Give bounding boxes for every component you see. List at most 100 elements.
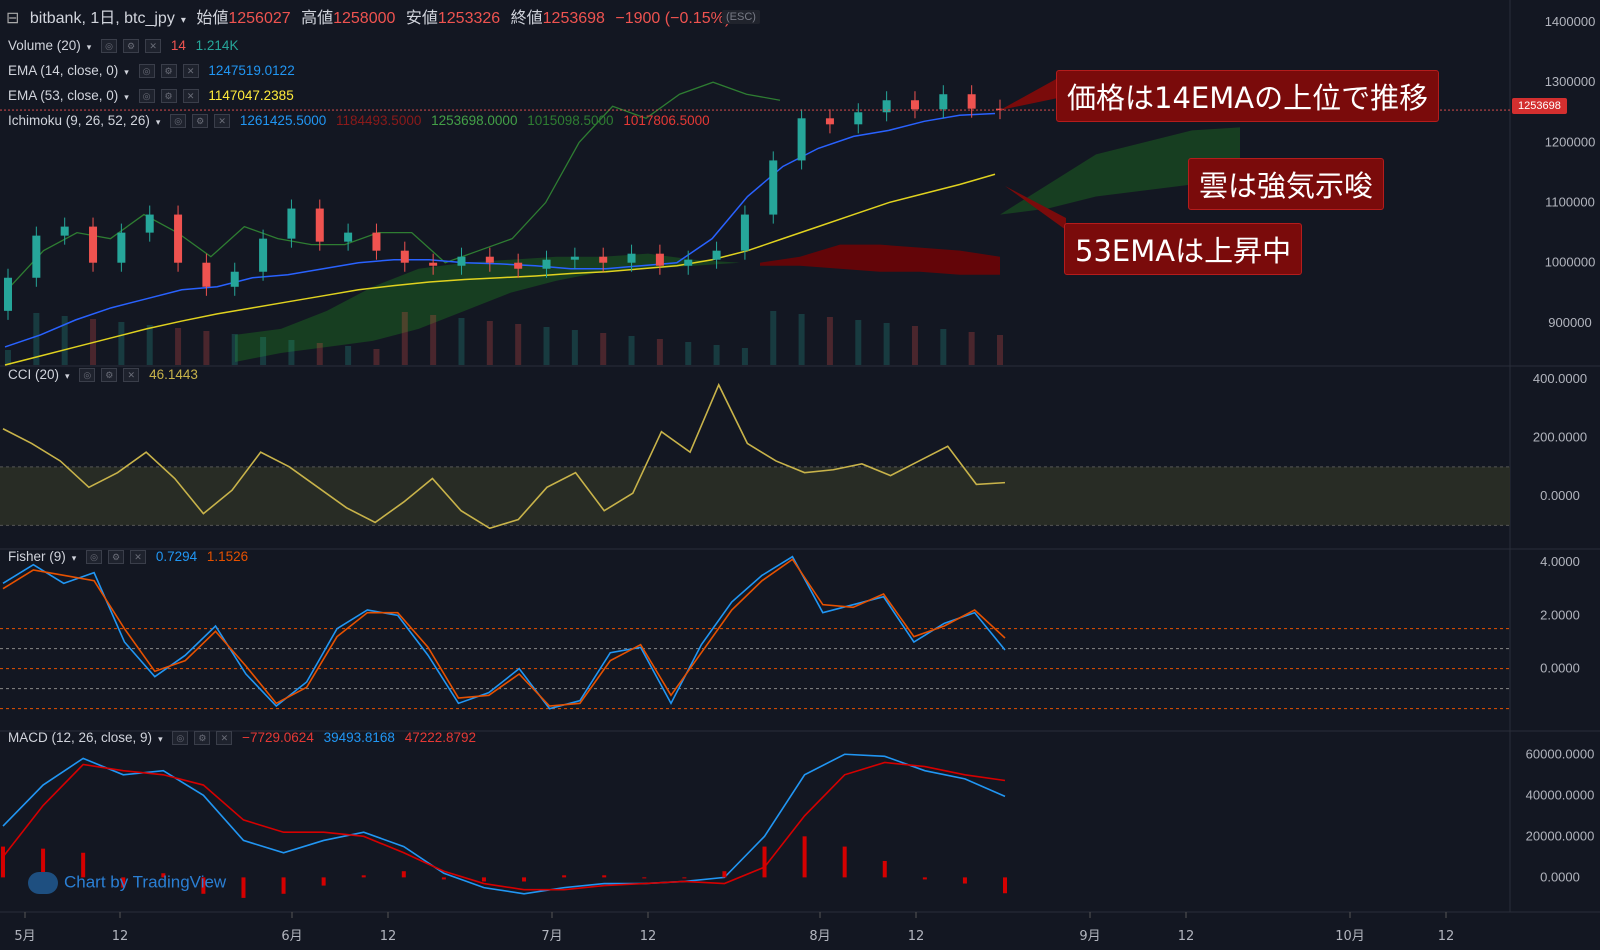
- chevron-down-icon[interactable]: ▾: [65, 371, 70, 381]
- chevron-down-icon[interactable]: ▾: [158, 734, 163, 744]
- macd-histogram-bar: [522, 877, 527, 882]
- candle-body: [4, 277, 12, 311]
- candle-body: [372, 232, 381, 251]
- eye-icon[interactable]: ◎: [86, 550, 103, 565]
- candle-body: [882, 100, 891, 113]
- gear-icon[interactable]: ⚙: [101, 368, 118, 383]
- close-icon[interactable]: ✕: [182, 89, 199, 104]
- gear-icon[interactable]: ⚙: [160, 89, 177, 104]
- close-icon[interactable]: ✕: [216, 731, 233, 746]
- volume-bar: [685, 342, 692, 365]
- macd-histogram-bar: [962, 877, 967, 884]
- volume-bar: [798, 314, 805, 365]
- macd-value: 39493.8168: [323, 730, 395, 745]
- candle-body: [599, 256, 608, 263]
- macd-histogram-bar: [281, 877, 286, 894]
- cci-value: 46.1443: [149, 367, 198, 382]
- candle-body: [939, 94, 948, 110]
- chart-header: ⊟ bitbank, 1日, btc_jpy ▾ 始値1256027 高値1258…: [6, 10, 736, 30]
- close-icon[interactable]: ✕: [123, 368, 140, 383]
- ema14-line: [4, 112, 996, 348]
- ichimoku-cloud-bear: [760, 244, 1000, 275]
- chevron-down-icon[interactable]: ▾: [86, 42, 92, 52]
- chevron-down-icon[interactable]: ▾: [124, 92, 129, 102]
- menu-icon[interactable]: ⊟: [6, 10, 20, 27]
- candle-body: [344, 232, 353, 242]
- close-icon[interactable]: ✕: [145, 39, 162, 54]
- ichimoku-cloud-bull: [235, 253, 740, 362]
- macd-histogram-bar: [1, 846, 5, 878]
- ichimoku-span-a: 1015098.5000: [527, 113, 614, 128]
- chevron-down-icon[interactable]: ▾: [71, 553, 77, 563]
- symbol-title[interactable]: bitbank, 1日, btc_jpy: [29, 10, 175, 27]
- chevron-down-icon[interactable]: ▾: [155, 117, 161, 127]
- candle-body: [485, 256, 494, 263]
- eye-icon[interactable]: ◎: [172, 731, 189, 746]
- ichimoku-chikou-line: [9, 81, 781, 288]
- candle-body: [32, 235, 41, 278]
- annotation-ema53-rising: 53EMAは上昇中: [1064, 223, 1303, 275]
- volume-bar: [968, 332, 975, 365]
- time-axis-tick: 6月: [281, 929, 302, 944]
- macd-histogram-bar: [642, 877, 647, 879]
- gear-icon[interactable]: ⚙: [108, 550, 125, 565]
- macd-histogram-bar: [562, 875, 567, 878]
- candle-body: [315, 208, 324, 242]
- gear-icon[interactable]: ⚙: [160, 64, 177, 79]
- ema14-label[interactable]: EMA (14, close, 0): [8, 63, 119, 78]
- ichimoku-label[interactable]: Ichimoku (9, 26, 52, 26): [8, 113, 150, 128]
- chevron-down-icon[interactable]: ▾: [124, 67, 129, 77]
- open-label: 始値: [196, 10, 229, 27]
- indicator-axis-tick: 2.0000: [1540, 607, 1580, 622]
- volume-bar: [458, 318, 465, 365]
- candle-body: [60, 226, 69, 236]
- indicator-axis-tick: 0.0000: [1540, 661, 1580, 676]
- volume-bar: [146, 325, 153, 365]
- eye-icon[interactable]: ◎: [101, 39, 118, 54]
- ema53-legend: EMA (53, close, 0) ▾ ◎ ⚙ ✕ 1147047.2385: [8, 87, 300, 106]
- eye-icon[interactable]: ◎: [138, 64, 155, 79]
- close-icon[interactable]: ✕: [130, 550, 147, 565]
- macd-histogram-bar: [842, 846, 847, 878]
- indicator-axis-tick: 40000.0000: [1526, 787, 1595, 802]
- volume-bar: [231, 334, 238, 365]
- candle-body: [202, 262, 211, 287]
- candle-body: [117, 232, 126, 263]
- annotation-pointer: [1000, 78, 1058, 111]
- candle-body: [457, 256, 466, 266]
- gear-icon[interactable]: ⚙: [192, 114, 209, 129]
- eye-icon[interactable]: ◎: [79, 368, 96, 383]
- volume-bar: [911, 326, 918, 365]
- ichimoku-chikou: 1253698.0000: [431, 113, 518, 128]
- chevron-down-icon[interactable]: ▾: [180, 15, 186, 26]
- close-value: 1253698: [542, 10, 605, 27]
- fisher-label[interactable]: Fisher (9): [8, 549, 66, 564]
- time-axis-tick: 12: [640, 929, 657, 944]
- macd-hist-value: −7729.0624: [242, 730, 314, 745]
- close-icon[interactable]: ✕: [182, 64, 199, 79]
- candle-body: [655, 253, 664, 266]
- macd-line: [2, 753, 1006, 895]
- candle-body: [740, 214, 749, 251]
- eye-icon[interactable]: ◎: [138, 89, 155, 104]
- volume-value-2: 1.214K: [195, 38, 239, 53]
- cci-label[interactable]: CCI (20): [8, 367, 60, 382]
- macd-label[interactable]: MACD (12, 26, close, 9): [8, 730, 153, 745]
- eye-icon[interactable]: ◎: [170, 114, 187, 129]
- volume-label[interactable]: Volume (20): [8, 38, 81, 53]
- volume-bar: [5, 350, 11, 365]
- ema53-label[interactable]: EMA (53, close, 0): [8, 88, 119, 103]
- candle-body: [910, 100, 919, 110]
- volume-bar: [203, 331, 210, 365]
- gear-icon[interactable]: ⚙: [123, 39, 140, 54]
- ichimoku-tenkan: 1261425.5000: [239, 113, 327, 128]
- tradingview-logo-icon: [28, 872, 58, 894]
- time-axis-tick: 12: [1178, 929, 1195, 944]
- tradingview-watermark[interactable]: Chart by TradingView: [28, 872, 226, 894]
- candle-body: [230, 271, 239, 287]
- volume-bar: [997, 335, 1003, 365]
- volume-bar: [600, 333, 607, 365]
- gear-icon[interactable]: ⚙: [194, 731, 211, 746]
- close-icon[interactable]: ✕: [214, 114, 231, 129]
